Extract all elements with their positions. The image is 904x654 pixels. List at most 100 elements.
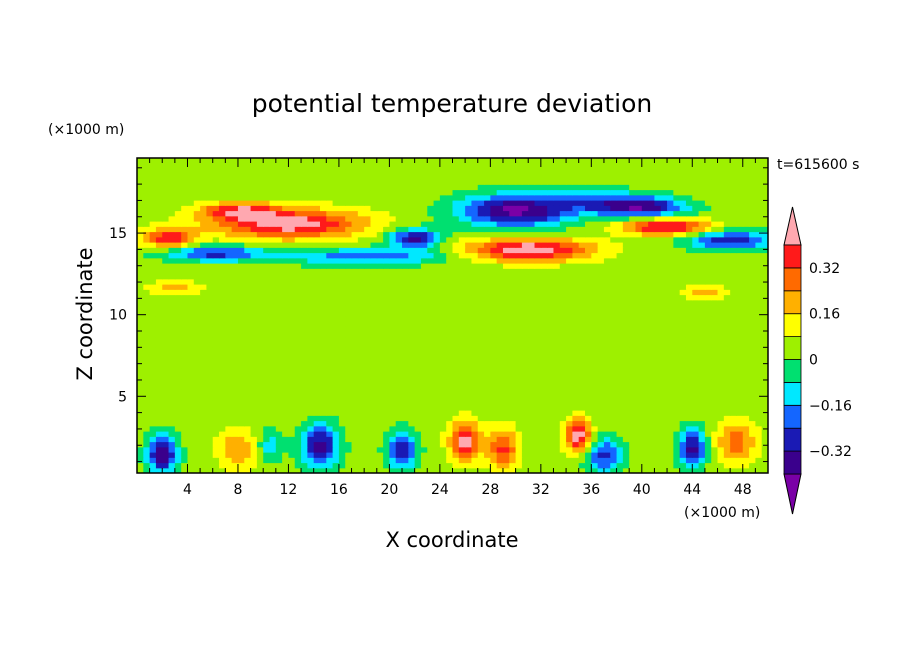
field-cell [351,378,359,385]
field-cell [730,467,738,473]
field-cell [692,299,700,306]
field-cell [742,347,750,353]
field-cell [282,404,290,411]
field-cell [717,273,725,280]
field-cell [572,425,580,432]
field-cell [591,394,599,401]
field-cell [547,273,555,280]
field-cell [137,352,144,359]
field-cell [231,446,239,453]
field-cell [307,352,315,359]
field-cell [685,425,693,432]
field-cell [534,247,542,254]
field-cell [313,357,321,364]
field-cell [730,284,738,290]
field-cell [540,441,548,448]
field-cell [269,336,277,343]
field-cell [420,268,428,275]
field-cell [414,383,422,390]
field-cell [370,226,378,233]
field-cell [698,236,706,243]
field-cell [515,425,523,432]
field-cell [206,257,214,264]
field-cell [427,415,435,422]
field-cell [572,341,580,348]
field-cell [559,404,567,411]
field-cell [427,294,435,301]
field-cell [294,294,302,301]
field-cell [427,320,435,327]
field-cell [458,305,466,311]
field-cell [446,331,454,338]
field-cell [389,305,397,311]
field-cell [288,441,296,448]
field-cell [572,289,580,296]
field-cell [244,210,252,217]
field-cell [749,399,756,406]
field-cell [288,341,296,348]
field-cell [509,315,517,322]
field-cell [351,236,359,243]
field-cell [698,368,706,374]
field-cell [433,410,441,416]
field-cell [225,210,233,217]
field-cell [496,310,504,317]
field-cell [313,273,321,280]
field-cell [528,446,536,453]
field-cell [338,394,346,401]
field-cell [679,457,687,464]
field-cell [761,320,768,327]
field-cell [534,357,542,364]
field-cell [490,299,498,306]
field-cell [566,425,573,432]
field-cell [395,394,403,401]
field-cell [439,357,447,364]
field-cell [477,389,485,395]
field-cell [648,441,656,448]
field-cell [477,315,485,322]
field-cell [402,331,409,338]
field-cell [572,410,580,416]
field-cell [212,441,220,448]
field-cell [591,436,599,443]
field-cell [181,278,189,285]
field-cell [540,331,548,338]
field-cell [692,315,700,322]
field-cell [370,310,378,317]
field-cell [414,410,422,416]
field-cell [521,268,529,275]
field-cell [219,221,226,227]
field-cell [237,452,245,458]
field-cell [263,320,271,327]
field-cell [219,467,226,473]
field-cell [269,331,277,338]
field-cell [566,278,573,285]
field-cell [244,278,252,285]
field-cell [225,373,233,380]
field-cell [585,263,592,269]
field-cell [471,362,479,369]
field-cell [143,236,151,243]
field-cell [515,394,523,401]
field-cell [603,352,611,359]
field-cell [351,368,359,374]
field-cell [402,410,409,416]
field-cell [420,378,428,385]
field-cell [137,373,144,380]
field-cell [332,425,340,432]
field-cell [685,431,693,437]
field-cell [585,305,592,311]
field-cell [685,315,693,322]
field-cell [711,462,719,469]
field-cell [402,252,409,259]
field-cell [736,268,744,275]
field-cell [660,273,668,280]
field-cell [648,462,656,469]
field-cell [660,436,668,443]
field-cell [685,331,693,338]
field-cell [402,394,409,401]
field-cell [585,257,592,264]
field-cell [187,257,195,264]
field-cell [572,320,580,327]
field-cell [521,446,529,453]
